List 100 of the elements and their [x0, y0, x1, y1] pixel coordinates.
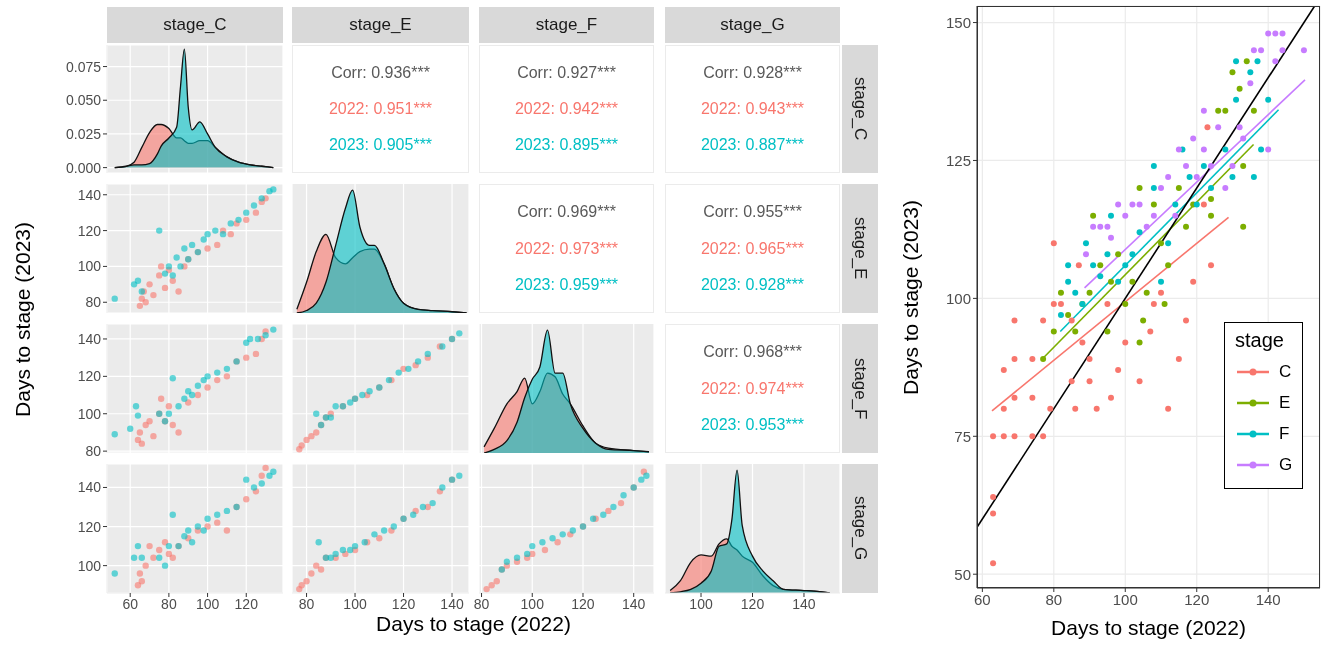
- point: [1247, 80, 1254, 87]
- point: [1265, 96, 1272, 103]
- point: [1143, 223, 1150, 230]
- point: [250, 202, 258, 209]
- x-tick-label: 140: [1255, 590, 1281, 608]
- point: [414, 358, 422, 365]
- point: [235, 216, 242, 224]
- point: [1250, 107, 1257, 114]
- point: [1107, 394, 1114, 401]
- point: [181, 395, 188, 402]
- point: [493, 578, 500, 585]
- point: [132, 403, 140, 410]
- point: [156, 546, 163, 554]
- point: [1258, 47, 1265, 54]
- point: [1229, 174, 1236, 181]
- x-tick-label: 80: [161, 595, 177, 612]
- point: [990, 560, 997, 567]
- point: [146, 542, 153, 550]
- text: 2023: 0.959***: [514, 275, 619, 294]
- point: [258, 472, 265, 479]
- point: [313, 410, 320, 417]
- point: [1104, 251, 1111, 258]
- point: [1115, 251, 1122, 258]
- point: [1258, 146, 1265, 153]
- point: [134, 277, 142, 284]
- point: [150, 432, 157, 440]
- point: [150, 554, 157, 562]
- point: [317, 566, 325, 573]
- point: [1172, 212, 1179, 219]
- y-tick-label: 80: [85, 443, 102, 460]
- point: [243, 339, 250, 346]
- x-tick-label: 60: [122, 595, 139, 612]
- point: [1172, 201, 1179, 208]
- point: [1208, 196, 1215, 203]
- point: [390, 523, 398, 530]
- point: [346, 399, 354, 406]
- text: stage_G: [665, 7, 840, 43]
- point: [223, 507, 231, 515]
- x-axis-title: Days to stage (2022): [375, 612, 572, 636]
- point: [214, 369, 221, 376]
- point: [136, 570, 144, 577]
- point: [523, 550, 531, 558]
- text: stage_E: [292, 7, 469, 43]
- point: [252, 350, 260, 358]
- point: [1140, 317, 1147, 324]
- point: [169, 272, 176, 279]
- point: [1158, 240, 1165, 247]
- point: [1200, 162, 1207, 169]
- point: [1204, 124, 1211, 131]
- point: [371, 531, 378, 538]
- point: [1029, 356, 1036, 363]
- legend-title: stage: [1235, 329, 1285, 352]
- x-tick-label: 120: [234, 595, 259, 612]
- point: [1097, 262, 1104, 269]
- point: [175, 429, 182, 436]
- point: [346, 546, 354, 554]
- y-tick-label: 140: [77, 330, 102, 347]
- point: [1208, 162, 1215, 169]
- point: [600, 511, 607, 519]
- point: [1279, 30, 1286, 37]
- point: [1240, 135, 1247, 142]
- point: [194, 382, 202, 389]
- point: [1190, 135, 1197, 142]
- point: [1065, 262, 1072, 269]
- legend-label: F: [1279, 423, 1290, 444]
- y-tick-label: 0.050: [65, 92, 102, 109]
- point: [130, 554, 138, 562]
- point: [165, 403, 173, 410]
- y-tick-label: 120: [77, 368, 102, 385]
- point: [138, 578, 146, 585]
- point: [638, 476, 645, 483]
- x-axis-title: Days to stage (2022): [1050, 616, 1247, 640]
- point: [990, 510, 997, 517]
- point: [308, 570, 315, 577]
- point: [1000, 433, 1007, 440]
- point: [188, 538, 196, 546]
- x-tick-label: 100: [1112, 590, 1138, 608]
- point: [569, 527, 577, 534]
- x-tick-label: 100: [195, 595, 220, 612]
- point: [1057, 300, 1064, 307]
- point: [1158, 278, 1165, 285]
- y-tick-label: 100: [945, 289, 971, 307]
- point: [146, 281, 153, 288]
- point: [339, 546, 347, 554]
- point: [424, 350, 431, 358]
- point: [181, 533, 188, 540]
- point: [332, 550, 339, 558]
- point: [204, 515, 211, 522]
- point: [1057, 311, 1064, 318]
- point: [1050, 300, 1057, 307]
- point: [165, 550, 173, 558]
- point: [1175, 146, 1182, 153]
- y-tick-label: 120: [77, 222, 102, 239]
- point: [327, 554, 334, 562]
- point: [1150, 162, 1157, 169]
- point: [142, 299, 149, 306]
- point: [1082, 251, 1089, 258]
- point: [298, 442, 305, 449]
- point: [1193, 174, 1200, 181]
- x-tick-label: 60: [974, 590, 991, 608]
